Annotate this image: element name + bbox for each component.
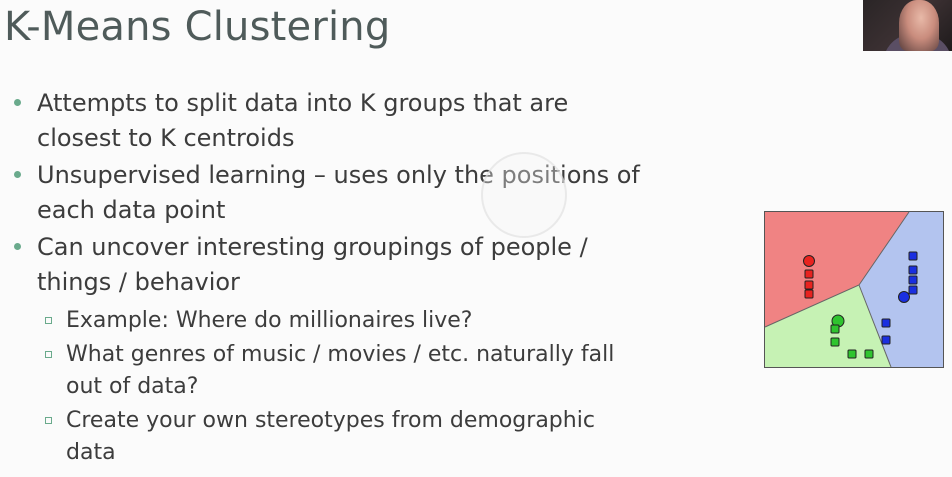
sub-bullet-square-icon (45, 317, 52, 324)
sub-bullet-text: Example: Where do millionaires live? (66, 308, 473, 333)
blue-point (908, 265, 918, 275)
cursor-highlight-ring (481, 152, 567, 238)
red-point (804, 269, 814, 279)
green-cluster-region (765, 285, 891, 367)
presenter-webcam (863, 0, 952, 51)
sub-bullet-item: What genres of music / movies / etc. nat… (45, 339, 646, 403)
blue-point (908, 285, 918, 295)
bullet-text: Attempts to split data into K groups tha… (37, 89, 569, 152)
blue-point (908, 251, 918, 261)
red-point (804, 289, 814, 299)
blue-point (881, 335, 891, 345)
red-cluster-region (765, 212, 909, 327)
green-point (830, 324, 840, 334)
bullet-item: Attempts to split data into K groups tha… (14, 86, 657, 156)
green-point (830, 337, 840, 347)
sub-bullet-text: Create your own stereotypes from demogra… (66, 408, 595, 465)
bullet-dot-icon (14, 243, 21, 250)
blue-point (908, 275, 918, 285)
sub-bullet-square-icon (45, 417, 52, 424)
red-centroid (803, 255, 815, 267)
blue-point (881, 318, 891, 328)
sub-bullet-item: Create your own stereotypes from demogra… (45, 405, 646, 469)
webcam-presenter-face (899, 0, 939, 51)
slide-title: K-Means Clustering (4, 4, 391, 50)
blue-centroid (898, 291, 910, 303)
sub-bullet-item: Example: Where do millionaires live? (45, 305, 646, 337)
sub-bullet-text: What genres of music / movies / etc. nat… (66, 342, 615, 399)
kmeans-voronoi-figure (764, 211, 944, 368)
bullet-text: Can uncover interesting groupings of peo… (37, 233, 588, 296)
blue-cluster-region (859, 212, 943, 367)
bullet-dot-icon (14, 171, 21, 178)
region-boundary (858, 284, 892, 368)
bullet-list: Attempts to split data into K groups tha… (14, 86, 657, 469)
sub-bullet-square-icon (45, 351, 52, 358)
green-point (847, 349, 857, 359)
bullet-item: Can uncover interesting groupings of peo… (14, 230, 657, 300)
green-point (864, 349, 874, 359)
bullet-dot-icon (14, 99, 21, 106)
red-point (804, 280, 814, 290)
